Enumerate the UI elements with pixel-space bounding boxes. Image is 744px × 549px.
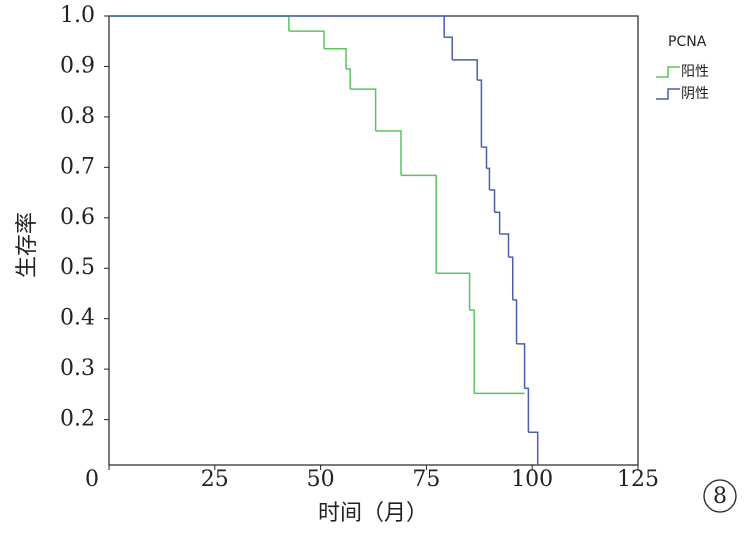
survival-step — [494, 211, 501, 234]
y-tick-label: 0.5 — [60, 255, 95, 280]
survival-step — [288, 30, 325, 49]
y-tick-label: 0.8 — [60, 104, 95, 129]
survival-step — [109, 16, 290, 32]
y-tick-label: 0.6 — [60, 205, 95, 230]
survival-step — [109, 16, 445, 38]
survival-step — [350, 88, 377, 132]
x-tick-label: 0 — [85, 467, 99, 492]
survival-step — [401, 174, 437, 274]
survival-step — [489, 189, 496, 213]
x-tick-label: 125 — [617, 467, 659, 492]
survival-step — [512, 299, 518, 344]
survival-step — [486, 167, 491, 191]
annotation: 8 — [713, 484, 727, 509]
x-tick-label: 25 — [201, 467, 229, 492]
survival-step — [469, 309, 475, 394]
y-axis-label: 生存率 — [15, 212, 40, 278]
plot-lines — [109, 16, 539, 465]
x-tick-label: 50 — [307, 467, 335, 492]
survival-step — [524, 387, 530, 433]
survival-step — [323, 48, 347, 69]
annotation-circle — [703, 479, 737, 513]
survival-step — [481, 146, 488, 169]
legend-swatch — [656, 88, 680, 100]
plot-frame — [108, 15, 639, 466]
survival-step — [444, 36, 453, 60]
survival-step — [516, 343, 526, 389]
legend-label: 阴性 — [681, 86, 709, 102]
survival-step — [508, 256, 514, 301]
y-tick-label: 0.3 — [60, 356, 95, 381]
survival-step — [528, 431, 539, 465]
x-tick-label: 75 — [412, 467, 440, 492]
legend-swatch — [656, 66, 680, 78]
legend-label: 阳性 — [681, 64, 709, 80]
legend-title: PCNA — [668, 34, 707, 50]
y-tick-label: 0.7 — [60, 154, 95, 179]
survival-step — [375, 130, 402, 176]
x-axis-label: 时间（月） — [318, 501, 428, 526]
survival-step — [499, 233, 510, 258]
y-tick-label: 0.9 — [60, 53, 95, 78]
x-tick-label: 100 — [511, 467, 553, 492]
y-tick-label: 0.4 — [60, 306, 95, 331]
survival-step — [477, 79, 483, 148]
y-tick-label: 0.2 — [60, 407, 95, 432]
survival-step — [436, 272, 471, 311]
y-tick-label: 1.0 — [60, 3, 95, 28]
survival-step — [452, 59, 478, 81]
survival-step — [345, 68, 351, 90]
